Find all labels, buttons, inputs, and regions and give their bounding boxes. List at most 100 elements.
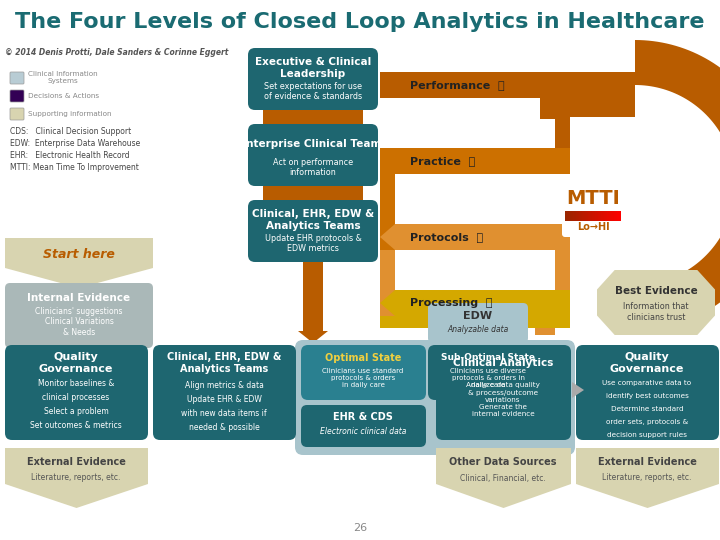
FancyBboxPatch shape xyxy=(565,211,566,221)
FancyBboxPatch shape xyxy=(601,211,602,221)
Text: Monitor baselines &: Monitor baselines & xyxy=(38,379,114,388)
FancyBboxPatch shape xyxy=(295,340,575,455)
Text: Supporting information: Supporting information xyxy=(28,111,112,117)
FancyBboxPatch shape xyxy=(600,211,601,221)
FancyBboxPatch shape xyxy=(263,110,363,124)
Text: Enterprise Clinical Teams: Enterprise Clinical Teams xyxy=(239,139,387,150)
FancyBboxPatch shape xyxy=(612,211,613,221)
FancyBboxPatch shape xyxy=(571,211,572,221)
Text: identify best outcomes: identify best outcomes xyxy=(606,393,688,399)
FancyBboxPatch shape xyxy=(567,211,568,221)
Text: Performance  🚶: Performance 🚶 xyxy=(410,80,505,90)
FancyBboxPatch shape xyxy=(598,211,599,221)
Text: Clinicians' suggestions
Clinical Variations
& Needs: Clinicians' suggestions Clinical Variati… xyxy=(35,307,122,338)
Text: The Four Levels of Closed Loop Analytics in Healthcare: The Four Levels of Closed Loop Analytics… xyxy=(15,12,705,32)
FancyBboxPatch shape xyxy=(301,405,426,447)
FancyBboxPatch shape xyxy=(555,224,570,316)
FancyBboxPatch shape xyxy=(594,211,595,221)
Text: Literature, reports, etc.: Literature, reports, etc. xyxy=(603,474,692,483)
FancyBboxPatch shape xyxy=(5,283,153,348)
FancyBboxPatch shape xyxy=(617,211,618,221)
Text: Electronic clinical data: Electronic clinical data xyxy=(320,428,406,436)
Text: Quality
Governance: Quality Governance xyxy=(39,352,113,374)
Text: Optimal State: Optimal State xyxy=(325,353,401,363)
FancyBboxPatch shape xyxy=(573,211,574,221)
FancyBboxPatch shape xyxy=(248,124,378,186)
Text: EDW:  Enterprise Data Warehouse: EDW: Enterprise Data Warehouse xyxy=(10,139,140,148)
Text: order sets, protocols &: order sets, protocols & xyxy=(606,419,688,425)
FancyBboxPatch shape xyxy=(10,108,24,120)
FancyBboxPatch shape xyxy=(610,211,611,221)
Polygon shape xyxy=(635,40,720,330)
Text: Clinical Analytics: Clinical Analytics xyxy=(453,358,553,368)
Text: Align metrics & data: Align metrics & data xyxy=(184,381,264,389)
FancyBboxPatch shape xyxy=(569,211,570,221)
Text: Lo→HI: Lo→HI xyxy=(577,222,609,232)
FancyBboxPatch shape xyxy=(572,211,573,221)
FancyBboxPatch shape xyxy=(581,211,582,221)
Text: Protocols  🚶: Protocols 🚶 xyxy=(410,232,483,242)
FancyBboxPatch shape xyxy=(591,211,592,221)
Text: 26: 26 xyxy=(353,523,367,533)
FancyBboxPatch shape xyxy=(608,211,609,221)
FancyBboxPatch shape xyxy=(596,211,597,221)
FancyBboxPatch shape xyxy=(577,211,578,221)
FancyBboxPatch shape xyxy=(614,211,615,221)
Polygon shape xyxy=(5,238,153,288)
FancyBboxPatch shape xyxy=(586,211,587,221)
Polygon shape xyxy=(380,290,570,316)
Text: External Evidence: External Evidence xyxy=(27,457,125,467)
Text: © 2014 Denis Protti, Dale Sanders & Corinne Eggert: © 2014 Denis Protti, Dale Sanders & Cori… xyxy=(5,48,228,57)
FancyBboxPatch shape xyxy=(570,211,571,221)
Text: Practice  🚶: Practice 🚶 xyxy=(410,156,475,166)
Text: Start here: Start here xyxy=(43,248,115,261)
FancyBboxPatch shape xyxy=(575,211,576,221)
FancyBboxPatch shape xyxy=(263,186,363,200)
FancyBboxPatch shape xyxy=(578,211,579,221)
Text: Executive & Clinical
Leadership: Executive & Clinical Leadership xyxy=(255,57,371,79)
FancyBboxPatch shape xyxy=(585,211,586,221)
Text: MTTI: MTTI xyxy=(566,190,620,208)
Polygon shape xyxy=(380,148,570,174)
FancyBboxPatch shape xyxy=(580,211,581,221)
Text: Set outcomes & metrics: Set outcomes & metrics xyxy=(30,421,122,429)
FancyBboxPatch shape xyxy=(616,211,617,221)
FancyBboxPatch shape xyxy=(620,211,621,221)
Polygon shape xyxy=(380,224,570,250)
Text: Update EHR & EDW: Update EHR & EDW xyxy=(186,395,261,403)
Text: EDW: EDW xyxy=(464,311,492,321)
Text: decision support rules: decision support rules xyxy=(607,432,687,438)
FancyBboxPatch shape xyxy=(576,211,577,221)
FancyBboxPatch shape xyxy=(428,345,548,400)
Text: Clinical Information
Systems: Clinical Information Systems xyxy=(28,71,98,84)
FancyBboxPatch shape xyxy=(540,72,555,119)
FancyBboxPatch shape xyxy=(380,148,395,250)
Text: MTTI: Mean Time To Improvement: MTTI: Mean Time To Improvement xyxy=(10,164,139,172)
FancyBboxPatch shape xyxy=(593,211,594,221)
Polygon shape xyxy=(597,270,715,335)
Text: Sub-Optimal State: Sub-Optimal State xyxy=(441,354,535,362)
FancyBboxPatch shape xyxy=(587,211,588,221)
Text: with new data items if: with new data items if xyxy=(181,408,267,417)
FancyBboxPatch shape xyxy=(428,303,528,343)
FancyBboxPatch shape xyxy=(10,90,24,102)
Text: Analyze data quality
& process/outcome
variations
Generate the
internal evidence: Analyze data quality & process/outcome v… xyxy=(466,382,540,417)
FancyBboxPatch shape xyxy=(595,211,596,221)
Text: External Evidence: External Evidence xyxy=(598,457,696,467)
FancyBboxPatch shape xyxy=(613,211,614,221)
FancyBboxPatch shape xyxy=(248,48,378,110)
FancyBboxPatch shape xyxy=(603,211,604,221)
Text: Clinical, EHR, EDW &
Analytics Teams: Clinical, EHR, EDW & Analytics Teams xyxy=(252,210,374,232)
FancyBboxPatch shape xyxy=(380,250,395,316)
FancyBboxPatch shape xyxy=(609,211,610,221)
FancyBboxPatch shape xyxy=(303,262,323,333)
Text: Information that
clinicians trust: Information that clinicians trust xyxy=(624,302,689,322)
FancyBboxPatch shape xyxy=(5,345,148,440)
FancyBboxPatch shape xyxy=(592,211,593,221)
Text: Clinicians use standard
protocols & orders
in daily care: Clinicians use standard protocols & orde… xyxy=(323,368,404,388)
FancyBboxPatch shape xyxy=(589,211,590,221)
FancyBboxPatch shape xyxy=(436,345,571,440)
Text: Update EHR protocols &
EDW metrics: Update EHR protocols & EDW metrics xyxy=(264,234,361,253)
Text: Other Data Sources: Other Data Sources xyxy=(449,457,557,467)
Polygon shape xyxy=(5,448,148,508)
